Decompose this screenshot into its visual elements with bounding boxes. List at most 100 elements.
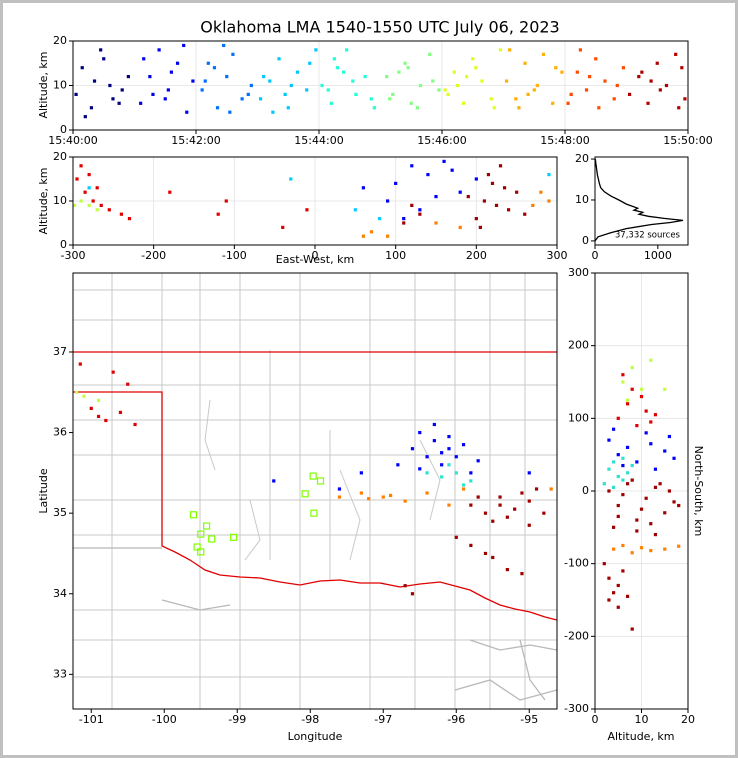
x-tick-label: -97 [374, 713, 392, 726]
source-point [437, 88, 441, 92]
source-point [351, 79, 355, 83]
source-point [527, 523, 531, 527]
source-point [102, 57, 106, 61]
source-point [418, 83, 423, 88]
source-point [87, 186, 91, 190]
source-point [111, 370, 115, 374]
source-point [578, 48, 582, 52]
source-point [489, 97, 493, 101]
source-point [249, 83, 253, 88]
x-tick-label: 15:48:00 [540, 134, 589, 147]
source-point [649, 548, 653, 553]
source-point [667, 434, 671, 439]
source-point [388, 97, 392, 101]
source-point [653, 413, 658, 417]
source-point [361, 234, 365, 238]
source-point [396, 463, 400, 467]
source-point [409, 101, 413, 105]
station-marker [230, 533, 238, 541]
source-point [494, 203, 499, 207]
source-point [635, 529, 639, 533]
source-point [517, 106, 521, 110]
source-point [295, 70, 300, 74]
y-tick-label: 35 [53, 506, 67, 519]
source-point [621, 569, 625, 573]
source-point [458, 225, 462, 229]
source-point [163, 97, 167, 101]
source-point [418, 467, 422, 471]
source-point [637, 75, 641, 79]
source-point [502, 186, 507, 190]
station-marker [197, 548, 205, 556]
source-point [541, 52, 546, 56]
source-point [78, 362, 82, 366]
source-point [520, 572, 524, 576]
source-point [277, 57, 281, 61]
source-point [649, 420, 653, 424]
x-tick-label: 100 [385, 249, 406, 262]
source-point [492, 106, 496, 110]
source-point [569, 92, 573, 96]
source-point [588, 75, 592, 79]
source-point [337, 495, 342, 499]
source-point [505, 567, 509, 572]
source-point [612, 97, 616, 101]
map-background [73, 273, 557, 709]
source-point [621, 493, 625, 497]
y-tick-label: 36 [53, 426, 67, 439]
source-point [584, 88, 589, 92]
source-point [621, 478, 625, 482]
source-point [646, 101, 650, 105]
station-marker [202, 522, 211, 530]
source-point [616, 583, 620, 588]
source-point [286, 106, 290, 110]
source-point [616, 605, 620, 609]
source-point [649, 358, 653, 362]
source-point [655, 61, 659, 65]
source-point [534, 487, 539, 491]
station-marker [197, 530, 205, 538]
source-point [677, 503, 681, 508]
source-point [440, 475, 444, 479]
source-point [361, 186, 365, 190]
source-point [425, 491, 429, 495]
x-tick-label: 300 [547, 249, 568, 262]
source-point [474, 217, 478, 221]
source-point [677, 544, 681, 548]
source-point [258, 97, 263, 101]
x-tick-label: -300 [61, 249, 86, 262]
county-lines [73, 273, 557, 709]
source-point [625, 402, 630, 406]
source-point [79, 199, 83, 203]
source-point [74, 92, 78, 96]
source-point [446, 92, 450, 96]
source-point [142, 57, 146, 61]
source-point [677, 106, 681, 110]
y-tick-label: 10 [575, 193, 589, 206]
source-point [157, 48, 161, 52]
chart-title: Oklahoma LMA 1540-1550 UTC July 06, 2023 [200, 18, 559, 37]
source-point [616, 474, 620, 479]
source-point [320, 83, 324, 88]
source-point [653, 485, 658, 489]
source-point [89, 406, 93, 410]
source-point [80, 66, 84, 70]
source-point [450, 168, 454, 172]
source-point [432, 439, 436, 443]
x-tick-label: 0 [592, 249, 599, 262]
source-point [480, 79, 484, 83]
source-point [75, 390, 79, 394]
source-point [625, 398, 630, 402]
source-point [359, 491, 363, 495]
source-point [514, 97, 518, 101]
source-point [262, 75, 266, 79]
source-point [474, 66, 478, 70]
source-point [126, 75, 130, 79]
station-marker [208, 535, 216, 543]
source-point [523, 212, 527, 216]
source-point [639, 546, 644, 550]
source-point [607, 489, 611, 493]
source-point [426, 173, 430, 177]
source-point [607, 467, 611, 471]
source-point [454, 455, 458, 459]
